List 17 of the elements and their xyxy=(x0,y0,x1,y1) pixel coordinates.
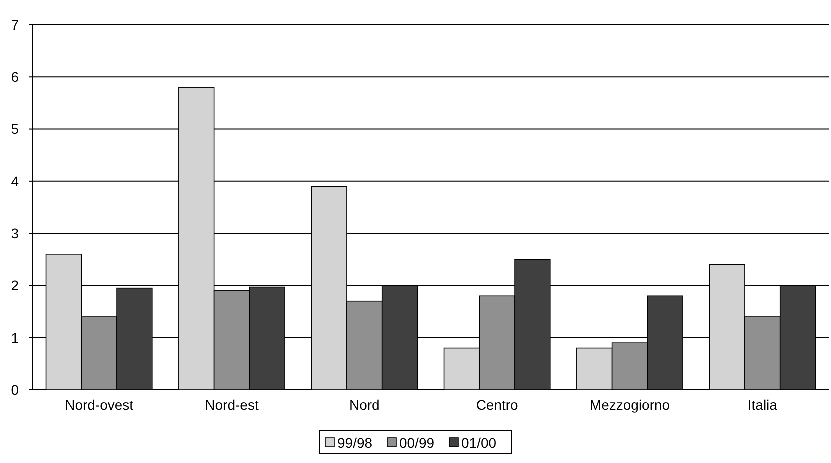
y-tick-label: 7 xyxy=(11,16,20,33)
legend-label: 01/00 xyxy=(462,434,497,451)
y-tick-label: 6 xyxy=(11,69,20,86)
x-tick-label: Mezzogiorno xyxy=(590,397,670,413)
y-tick-label: 1 xyxy=(11,330,20,346)
legend-label: 00/99 xyxy=(400,434,435,451)
x-tick-label: Nord xyxy=(349,397,380,413)
x-tick-label: Centro xyxy=(476,397,519,413)
y-tick-label: 5 xyxy=(11,121,20,138)
x-tick-label: Nord-est xyxy=(205,397,259,413)
x-tick-label: Italia xyxy=(748,397,778,413)
legend-label: 99/98 xyxy=(338,434,373,451)
x-tick-label: Nord-ovest xyxy=(65,397,134,413)
y-tick-label: 2 xyxy=(11,278,20,294)
y-tick-label: 3 xyxy=(11,225,20,242)
y-tick-label: 0 xyxy=(11,382,20,398)
y-tick-label: 4 xyxy=(11,173,20,190)
